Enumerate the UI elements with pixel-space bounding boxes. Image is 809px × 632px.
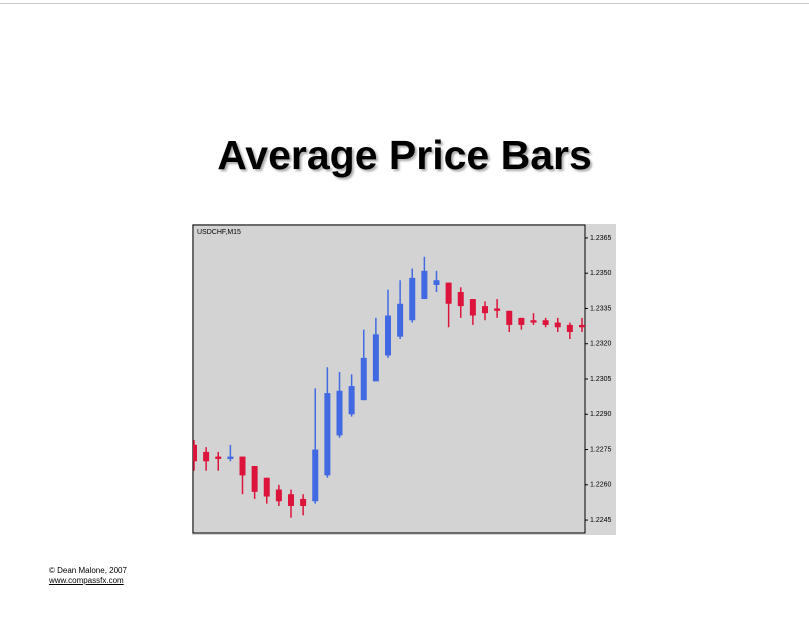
candle-body bbox=[385, 315, 391, 356]
candle-body bbox=[300, 498, 307, 506]
candle-body bbox=[518, 317, 525, 325]
divider bbox=[0, 3, 809, 4]
y-tick-label: 1.2335 bbox=[590, 305, 612, 312]
footer-link: www.compassfx.com bbox=[49, 576, 124, 585]
y-tick-label: 1.2350 bbox=[590, 270, 612, 277]
candle-body bbox=[263, 477, 270, 497]
candle-body bbox=[360, 357, 367, 401]
candle-body bbox=[203, 451, 210, 462]
y-tick-label: 1.2365 bbox=[590, 235, 612, 242]
footer-copyright: © Dean Malone, 2007 bbox=[49, 566, 127, 575]
candle-body bbox=[372, 334, 379, 382]
plot-area bbox=[192, 224, 586, 534]
footer: © Dean Malone, 2007 www.compassfx.com bbox=[49, 566, 127, 586]
candle-body bbox=[348, 386, 355, 415]
candle-body bbox=[530, 320, 537, 323]
candle-body bbox=[336, 390, 343, 436]
candle-body bbox=[433, 280, 440, 285]
candle-body bbox=[227, 456, 234, 459]
candle-body bbox=[506, 310, 513, 325]
candle-body bbox=[288, 494, 294, 506]
candle-body bbox=[275, 489, 282, 502]
y-tick-label: 1.2320 bbox=[590, 341, 612, 348]
candle-body bbox=[193, 444, 197, 462]
candle-body bbox=[494, 308, 501, 311]
y-tick-label: 1.2290 bbox=[590, 411, 612, 418]
y-tick-label: 1.2275 bbox=[590, 446, 612, 453]
candle-body bbox=[409, 277, 416, 321]
candle-body bbox=[421, 270, 428, 300]
chart-title: USDCHF,M15 bbox=[197, 229, 241, 236]
candle-body bbox=[239, 456, 246, 476]
candle-body bbox=[469, 299, 476, 316]
candle-body bbox=[445, 282, 452, 304]
candle-body bbox=[324, 393, 331, 476]
candle-body bbox=[482, 306, 488, 314]
candle-body bbox=[554, 322, 561, 328]
candle-body bbox=[579, 324, 585, 328]
candle-body bbox=[251, 465, 258, 492]
candles bbox=[193, 256, 585, 518]
y-tick-label: 1.2260 bbox=[590, 482, 612, 489]
y-tick-label: 1.2305 bbox=[590, 376, 612, 383]
candle-body bbox=[397, 303, 404, 337]
candle-body bbox=[542, 320, 549, 325]
slide-title: Average Price Bars bbox=[217, 132, 592, 178]
candle-body bbox=[566, 324, 573, 332]
y-tick-label: 1.2245 bbox=[590, 517, 612, 524]
candle-body bbox=[312, 449, 319, 502]
candle-body bbox=[457, 292, 464, 307]
candle-body bbox=[215, 456, 222, 459]
